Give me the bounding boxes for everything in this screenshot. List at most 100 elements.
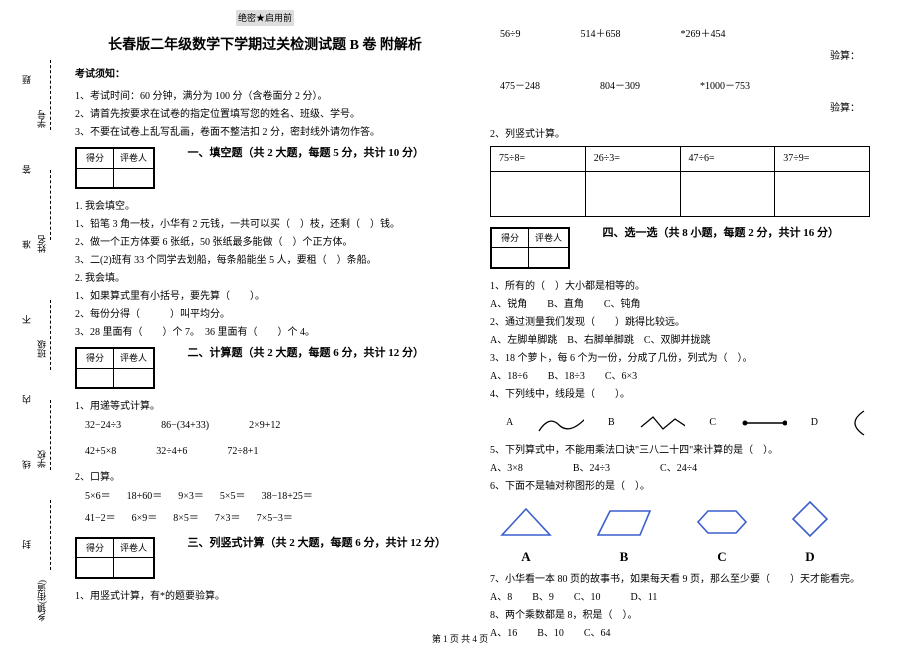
expr: 514＋658 — [581, 27, 621, 43]
q-item: 3、28 里面有（ ）个 7。 36 里面有（ ）个 4。 — [75, 325, 455, 341]
triangle-icon — [498, 505, 554, 539]
arc-d-icon — [842, 409, 870, 437]
option-label: B — [594, 547, 654, 568]
expr: 8×5＝ — [173, 511, 199, 527]
q-item: 8、两个乘数都是 8，积是（ ）。 — [490, 608, 870, 624]
field-id: 学号 — [35, 110, 49, 128]
q-options: A、左脚单脚跳 B、右脚单脚跳 C、双脚并拢跳 — [490, 333, 870, 349]
seal-label: 不 — [20, 315, 34, 324]
notice-item: 3、不要在试卷上乱写乱画，卷面不整洁扣 2 分，密封线外请勿作答。 — [75, 125, 455, 141]
trapezoid-icon — [594, 505, 654, 539]
score-header: 得分 — [77, 538, 114, 557]
q-item: 3、18 个萝卜，每 6 个为一份，分成了几份，列式为（ ）。 — [490, 351, 870, 367]
left-column: 绝密★启用前 长春版二年级数学下学期过关检测试题 B 卷 附解析 考试须知： 1… — [55, 0, 470, 650]
page-footer: 第 1 页 共 4 页 — [0, 632, 920, 646]
expr: 7×3＝ — [215, 511, 241, 527]
q-item: 2、通过测量我们发现（ ）跳得比较远。 — [490, 315, 870, 331]
seal-label: 准 — [20, 240, 34, 249]
q-item: 1、所有的（ ）大小都是相等的。 — [490, 279, 870, 295]
section-3-title: 三、列竖式计算（共 2 大题，每题 6 分，共计 12 分） — [188, 535, 447, 553]
expr: 6×9＝ — [132, 511, 158, 527]
expr: 18+60＝ — [127, 489, 163, 505]
q-item: 4、下列线中，线段是（ ）。 — [490, 387, 870, 403]
option-label: A — [506, 415, 513, 431]
score-header: 得分 — [77, 149, 114, 168]
q-options: A、3×8 B、24÷3 C、24÷4 — [490, 461, 870, 477]
q-stem: 1、用竖式计算，有*的题要验算。 — [75, 589, 455, 605]
seal-label: 题 — [20, 75, 34, 84]
section-2-title: 二、计算题（共 2 大题，每题 6 分，共计 12 分） — [188, 345, 425, 363]
section-4-title: 四、选一选（共 8 小题，每题 2 分，共计 16 分） — [603, 225, 840, 243]
score-header: 评卷人 — [529, 229, 569, 248]
expr: 38−18+25＝ — [262, 489, 313, 505]
hexagon-icon — [694, 505, 750, 539]
q-item: 2、每份分得（ ）叫平均分。 — [75, 307, 455, 323]
expr: 5×6＝ — [85, 489, 111, 505]
score-box: 得分 评卷人 — [75, 147, 155, 189]
expr: 7×5−3＝ — [257, 511, 293, 527]
q-options: A、锐角 B、直角 C、钝角 — [490, 297, 870, 313]
notice-item: 2、请首先按要求在试卷的指定位置填写您的姓名、班级、学号。 — [75, 107, 455, 123]
expr: 32−24÷3 — [85, 418, 121, 434]
polyline-b-icon — [639, 413, 686, 433]
seal-label: 内 — [20, 395, 34, 404]
score-header: 评卷人 — [114, 349, 154, 368]
q-item: 1、铅笔 3 角一枝，小华有 2 元钱，一共可以买（ ）枝，还剩（ ）钱。 — [75, 217, 455, 233]
expr: 2×9+12 — [249, 418, 280, 434]
q-item: 2、做一个正方体要 6 张纸，50 张纸最多能做（ ）个正方体。 — [75, 235, 455, 251]
q-options: A、8 B、9 C、10 D、11 — [490, 590, 870, 606]
expr: *269＋454 — [681, 27, 726, 43]
binding-gutter: 乡镇(街道) 封 学校 线 内 班级 不 姓名 准 答 学号 题 — [0, 0, 55, 650]
q-item: 6、下面不是轴对称图形的是（ ）。 — [490, 479, 870, 495]
q-item: 1、如果算式里有小括号，要先算（ ）。 — [75, 289, 455, 305]
q-item: 3、二(2)班有 33 个同学去划船，每条船能坐 5 人，要租（ ）条船。 — [75, 253, 455, 269]
option-label: A — [498, 547, 554, 568]
field-class: 班级 — [35, 340, 49, 358]
expr: *1000－753 — [700, 79, 750, 95]
right-column: 56÷9 514＋658 *269＋454 验算： 475－248 804－30… — [470, 0, 885, 650]
option-label: B — [608, 415, 615, 431]
table-cell: 47÷6= — [680, 147, 775, 172]
score-header: 评卷人 — [114, 538, 154, 557]
score-header: 得分 — [492, 229, 529, 248]
q-stem: 1. 我会填空。 — [75, 199, 455, 215]
q-stem: 2. 我会填。 — [75, 271, 455, 287]
expr: 72÷8+1 — [227, 444, 258, 460]
q-stem: 1、用递等式计算。 — [75, 399, 455, 415]
expr: 32÷4+6 — [156, 444, 187, 460]
q-stem: 2、口算。 — [75, 470, 455, 486]
field-town: 乡镇(街道) — [35, 580, 49, 622]
expr: 86−(34+33) — [161, 418, 209, 434]
q-stem: 2、列竖式计算。 — [490, 127, 870, 143]
score-header: 得分 — [77, 349, 114, 368]
notice-heading: 考试须知： — [75, 67, 455, 83]
seal-label: 答 — [20, 165, 34, 174]
expr: 42+5×8 — [85, 444, 116, 460]
seal-label: 线 — [20, 460, 34, 469]
verify-label: 验算： — [490, 49, 860, 65]
secret-tag: 绝密★启用前 — [236, 10, 294, 26]
expr: 9×3＝ — [178, 489, 204, 505]
expr: 804－309 — [600, 79, 640, 95]
section-1-title: 一、填空题（共 2 大题，每题 5 分，共计 10 分） — [188, 145, 425, 163]
q-item: 7、小华看一本 80 页的故事书，如果每天看 9 页，那么至少要（ ）天才能看完… — [490, 572, 870, 588]
curve-a-icon — [537, 413, 584, 433]
segment-c-icon — [740, 413, 787, 433]
table-cell: 37÷9= — [775, 147, 870, 172]
verify-label: 验算： — [490, 101, 860, 117]
option-label: D — [790, 547, 830, 568]
option-label: D — [811, 415, 818, 431]
q-options: A、18÷6 B、18÷3 C、6×3 — [490, 369, 870, 385]
expr: 56÷9 — [500, 27, 521, 43]
table-cell: 75÷8= — [491, 147, 586, 172]
score-box: 得分 评卷人 — [75, 347, 155, 389]
option-label: C — [709, 415, 716, 431]
expr: 5×5＝ — [220, 489, 246, 505]
expr: 41−2＝ — [85, 511, 116, 527]
seal-label: 封 — [20, 540, 34, 549]
field-name: 姓名 — [35, 235, 49, 253]
q-item: 5、下列算式中，不能用乘法口诀"三八二十四"来计算的是（ ）。 — [490, 443, 870, 459]
notice-item: 1、考试时间：60 分钟，满分为 100 分（含卷面分 2 分）。 — [75, 89, 455, 105]
table-cell: 26÷3= — [585, 147, 680, 172]
diamond-icon — [790, 499, 830, 539]
